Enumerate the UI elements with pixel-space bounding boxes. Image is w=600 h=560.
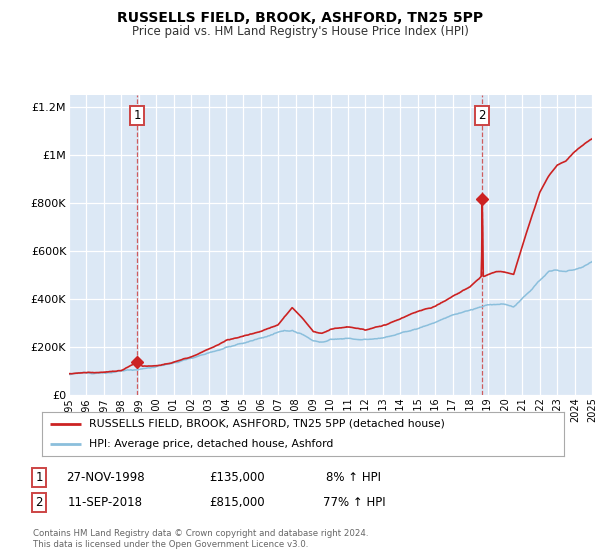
Text: RUSSELLS FIELD, BROOK, ASHFORD, TN25 5PP: RUSSELLS FIELD, BROOK, ASHFORD, TN25 5PP [117,11,483,25]
Text: £815,000: £815,000 [209,496,265,509]
Text: £135,000: £135,000 [209,471,265,484]
Text: 2: 2 [479,109,486,122]
Text: 2: 2 [35,496,43,509]
Text: 8% ↑ HPI: 8% ↑ HPI [326,471,382,484]
Text: 11-SEP-2018: 11-SEP-2018 [67,496,143,509]
Text: 1: 1 [35,471,43,484]
Text: 1: 1 [133,109,141,122]
Text: RUSSELLS FIELD, BROOK, ASHFORD, TN25 5PP (detached house): RUSSELLS FIELD, BROOK, ASHFORD, TN25 5PP… [89,419,445,429]
Text: 77% ↑ HPI: 77% ↑ HPI [323,496,385,509]
Text: This data is licensed under the Open Government Licence v3.0.: This data is licensed under the Open Gov… [33,540,308,549]
Text: Contains HM Land Registry data © Crown copyright and database right 2024.: Contains HM Land Registry data © Crown c… [33,529,368,538]
Text: Price paid vs. HM Land Registry's House Price Index (HPI): Price paid vs. HM Land Registry's House … [131,25,469,38]
Text: 27-NOV-1998: 27-NOV-1998 [65,471,145,484]
Text: HPI: Average price, detached house, Ashford: HPI: Average price, detached house, Ashf… [89,439,334,449]
